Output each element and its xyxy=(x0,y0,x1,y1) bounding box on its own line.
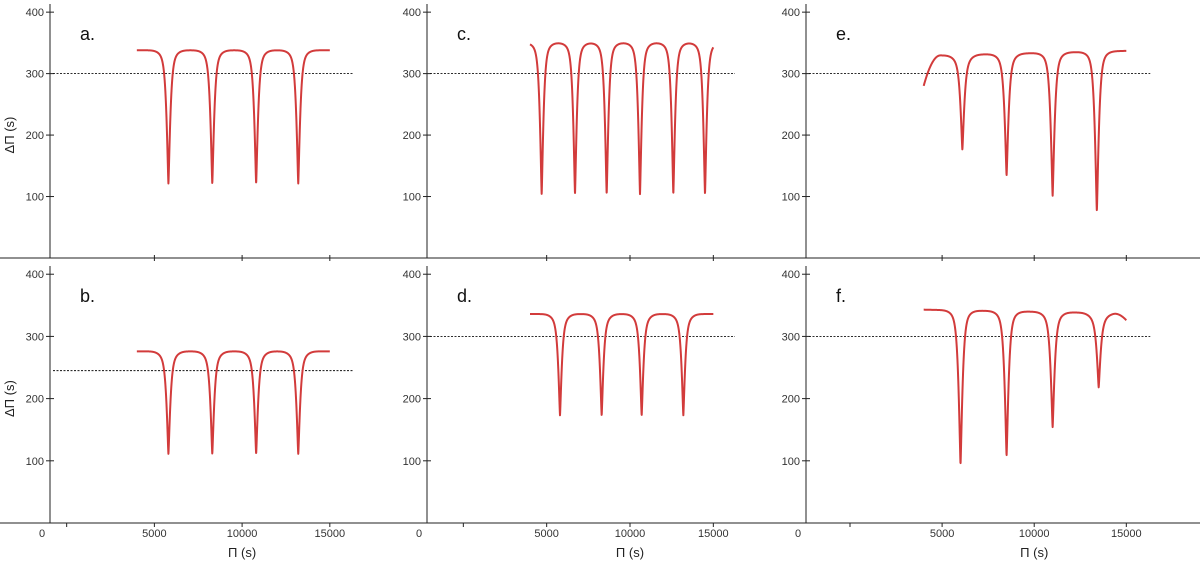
x-axis-title: Π (s) xyxy=(616,545,644,560)
x-tick-label: 5000 xyxy=(142,528,166,540)
y-axis-title: ΔΠ (s) xyxy=(2,380,17,417)
dip-point xyxy=(605,184,608,187)
dip-point xyxy=(961,140,964,143)
panel-letter: f. xyxy=(836,286,846,306)
data-series-line xyxy=(135,49,331,185)
x-tick-label: 0 xyxy=(795,528,801,540)
y-tick-label: 300 xyxy=(782,331,800,343)
dip-point xyxy=(1051,417,1054,420)
y-tick-label: 200 xyxy=(26,130,44,142)
x-tick-label: 5000 xyxy=(534,528,558,540)
y-axis-title: ΔΠ (s) xyxy=(2,117,17,154)
dip-point xyxy=(255,174,257,176)
dip-point xyxy=(704,184,706,187)
dip-point xyxy=(682,405,685,408)
y-tick-label: 100 xyxy=(26,456,44,468)
dip-point xyxy=(167,174,170,176)
chart-panel-d: 100 200 300 400 0 5000 10000 15000 Π (s) d. xyxy=(400,266,780,560)
panel-letter: b. xyxy=(80,286,95,306)
data-series-line xyxy=(135,350,331,455)
dip-point xyxy=(211,444,214,447)
dip-point xyxy=(1096,201,1098,204)
chart-panel-a: 100 200 300 400 ΔΠ (s) a. xyxy=(0,4,400,261)
y-tick-label: 100 xyxy=(782,456,800,468)
dip-point xyxy=(1005,166,1008,168)
dip-point xyxy=(959,455,962,457)
x-axis-title: Π (s) xyxy=(1020,545,1048,560)
y-tick-label: 400 xyxy=(26,7,44,19)
y-tick-label: 400 xyxy=(26,269,44,281)
x-tick-label: 10000 xyxy=(227,528,258,540)
dip-point xyxy=(639,184,641,187)
y-tick-label: 300 xyxy=(403,331,421,343)
y-tick-label: 200 xyxy=(782,130,800,142)
dip-point xyxy=(1005,446,1008,448)
dip-point xyxy=(640,405,643,408)
y-tick-label: 300 xyxy=(782,69,800,81)
dip-point xyxy=(672,184,675,187)
panel-letter: d. xyxy=(457,286,472,306)
y-tick-label: 300 xyxy=(403,69,421,81)
y-tick-label: 200 xyxy=(26,394,44,406)
x-axis-title: Π (s) xyxy=(228,545,256,560)
x-tick-label: 10000 xyxy=(1019,528,1050,540)
y-tick-label: 200 xyxy=(782,394,800,406)
chart-panel-c: 100 200 300 400 c. xyxy=(400,4,780,261)
y-tick-label: 400 xyxy=(403,269,421,281)
y-tick-label: 400 xyxy=(782,269,800,281)
dip-point xyxy=(167,444,170,447)
y-tick-label: 200 xyxy=(403,394,421,406)
dip-point xyxy=(540,184,543,187)
y-tick-label: 100 xyxy=(403,192,421,204)
y-tick-label: 200 xyxy=(403,130,421,142)
panel-letter: a. xyxy=(80,24,95,44)
dip-point xyxy=(559,405,561,408)
x-tick-label: 15000 xyxy=(1111,528,1142,540)
x-tick-label: 15000 xyxy=(698,528,729,540)
y-tick-label: 300 xyxy=(26,69,44,81)
chart-panel-e: 100 200 300 400 e. xyxy=(780,4,1200,261)
dip-point xyxy=(1051,186,1054,189)
y-tick-label: 100 xyxy=(782,192,800,204)
y-tick-label: 100 xyxy=(26,192,44,204)
data-series-line xyxy=(529,313,715,417)
dip-point xyxy=(297,174,300,176)
chart-panel-f: 100 200 300 400 0 5000 10000 15000 Π (s) f. xyxy=(780,266,1200,560)
dip-point xyxy=(1097,377,1100,380)
dip-point xyxy=(600,405,603,408)
x-tick-label: 5000 xyxy=(930,528,954,540)
dip-point xyxy=(211,174,214,176)
panel-letter: e. xyxy=(836,24,851,44)
data-series-line xyxy=(529,42,715,196)
y-tick-label: 300 xyxy=(26,331,44,343)
x-tick-label: 0 xyxy=(416,528,422,540)
dip-point xyxy=(255,444,257,447)
dip-point xyxy=(574,184,576,187)
x-tick-label: 15000 xyxy=(315,528,346,540)
x-tick-label: 10000 xyxy=(615,528,646,540)
y-tick-label: 400 xyxy=(403,7,421,19)
data-series-line xyxy=(922,308,1128,465)
chart-panel-b: 100 200 300 400 0 5000 10000 15000 Π (s) ΔΠ (s) b. xyxy=(0,266,400,560)
panel-letter: c. xyxy=(457,24,471,44)
dip-point xyxy=(297,444,300,447)
x-tick-label: 0 xyxy=(39,528,45,540)
y-tick-label: 400 xyxy=(782,7,800,19)
data-series-line xyxy=(922,49,1128,212)
y-tick-label: 100 xyxy=(403,456,421,468)
